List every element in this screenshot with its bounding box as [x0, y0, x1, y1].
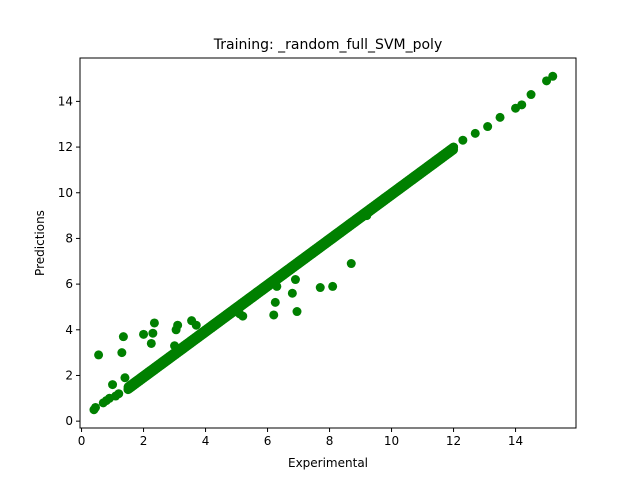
- data-point: [548, 71, 558, 81]
- data-point: [238, 311, 248, 321]
- data-point: [157, 359, 167, 369]
- data-point: [418, 167, 428, 177]
- chart-title: Training: _random_full_SVM_poly: [213, 37, 442, 53]
- x-tick-label: 6: [264, 434, 272, 448]
- data-point: [201, 327, 211, 337]
- data-point: [269, 310, 279, 320]
- plot-frame: [79, 57, 577, 429]
- data-point: [272, 281, 282, 291]
- x-tick-label: 12: [446, 434, 461, 448]
- data-point: [191, 320, 201, 330]
- y-tick-label: 12: [58, 140, 73, 154]
- x-axis-ticks: 0 2 4 6 8 10 12 14: [78, 428, 523, 448]
- data-point: [173, 320, 183, 330]
- data-point: [118, 332, 128, 342]
- data-point: [362, 211, 372, 221]
- data-point: [542, 76, 552, 86]
- data-point: [290, 275, 300, 285]
- y-tick-label: 14: [58, 94, 73, 108]
- data-point: [117, 348, 127, 358]
- data-point: [458, 135, 468, 145]
- data-point: [148, 328, 158, 338]
- data-point: [315, 283, 325, 293]
- data-point: [91, 402, 100, 412]
- data-point: [328, 281, 338, 291]
- y-axis-ticks: 0 2 4 6 8 10 12 14: [58, 94, 80, 428]
- data-point: [123, 384, 133, 394]
- data-point: [163, 354, 173, 364]
- data-point: [170, 341, 180, 351]
- data-point: [146, 338, 156, 348]
- data-point: [94, 350, 104, 360]
- x-axis-label: Experimental: [288, 456, 368, 470]
- y-tick-label: 6: [65, 277, 73, 291]
- data-point: [517, 100, 527, 110]
- y-tick-label: 10: [58, 186, 73, 200]
- x-tick-label: 10: [384, 434, 399, 448]
- data-point: [402, 179, 412, 189]
- plot-points: [89, 71, 558, 415]
- data-point: [287, 288, 297, 298]
- x-tick-label: 2: [140, 434, 148, 448]
- data-point: [449, 142, 459, 152]
- data-point: [108, 380, 118, 390]
- data-point: [270, 297, 280, 307]
- x-tick-label: 4: [202, 434, 210, 448]
- data-point: [145, 368, 155, 378]
- x-tick-label: 0: [78, 434, 86, 448]
- data-point: [120, 373, 130, 383]
- data-point: [470, 128, 480, 138]
- data-point: [263, 281, 273, 291]
- y-axis-label: Predictions: [33, 210, 47, 276]
- y-tick-label: 0: [65, 414, 73, 428]
- data-point: [495, 112, 505, 122]
- y-tick-label: 2: [65, 368, 73, 382]
- y-tick-label: 8: [65, 231, 73, 245]
- x-tick-label: 8: [326, 434, 334, 448]
- data-point: [433, 156, 443, 166]
- data-point: [483, 122, 493, 132]
- data-point: [292, 307, 302, 317]
- data-point: [149, 318, 159, 328]
- data-point: [151, 364, 161, 374]
- x-tick-label: 14: [508, 434, 523, 448]
- data-point: [185, 338, 195, 348]
- data-point: [346, 259, 356, 269]
- data-point: [114, 389, 124, 399]
- data-point: [526, 90, 536, 100]
- data-point: [244, 295, 254, 305]
- data-point: [139, 329, 149, 339]
- y-tick-label: 4: [65, 323, 73, 337]
